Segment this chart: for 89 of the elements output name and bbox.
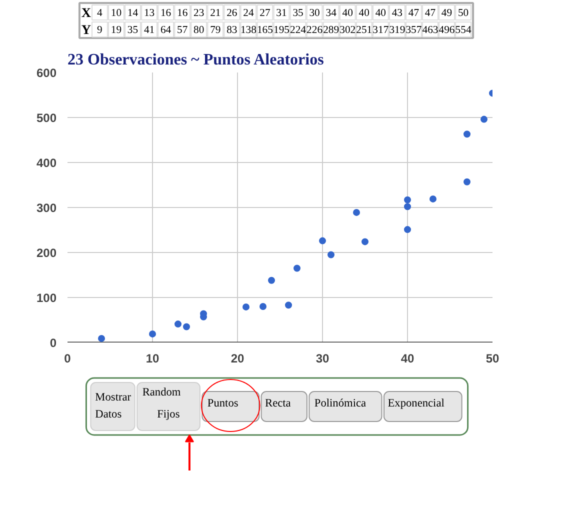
text: 554 [455,25,472,36]
x-tick-label: 30 [316,352,330,366]
text: 357 [406,25,422,36]
text: 57 [177,25,188,36]
point [98,334,105,342]
text: 49 [441,8,452,19]
y-tick-label: 200 [36,246,57,260]
x-tick-label: 40 [400,352,414,366]
text: 165 [256,25,273,36]
text: 23 [194,8,204,19]
y-tick-label: 400 [36,156,57,170]
text: 30 [309,8,320,19]
text: 26 [226,8,238,19]
text: 4 [97,8,104,19]
point [430,195,436,202]
text: 41 [144,25,155,36]
x-tick-label: 50 [486,352,500,366]
text: 24 [243,8,254,19]
text: 319 [389,25,406,36]
x-tick-label: 0 [64,352,72,366]
text: 64 [160,25,172,36]
point [328,251,334,258]
text: 138 [240,25,256,36]
point [464,178,470,186]
text: 226 [306,25,324,36]
y-tick-label: 0 [50,336,57,350]
text: 83 [226,25,238,36]
text: Polinómica [314,398,366,410]
text: 289 [323,25,340,36]
point [294,264,300,272]
point [174,320,182,328]
point [319,237,326,244]
text: 21 [210,8,221,19]
text: Puntos [207,398,238,410]
text: 40 [342,8,353,19]
text: 302 [340,25,356,36]
point [268,276,275,284]
point [362,238,368,246]
text: X [81,5,92,20]
point [260,303,266,310]
text: Mostrar Datos [95,392,132,420]
point [353,208,360,216]
text: 43 [392,8,403,19]
text: 40 [358,8,370,19]
y-tick-label: 600 [36,66,57,80]
y-tick-label: 300 [36,201,57,215]
point [149,330,156,338]
y-tick-label: 100 [36,291,57,305]
text: Random [142,386,181,398]
point [480,116,488,123]
y-tick-label: 500 [36,111,57,125]
text: 16 [160,8,172,19]
point [242,303,250,310]
text: Y [81,22,92,37]
text: 251 [356,25,372,36]
text: 47 [424,8,436,19]
text: Fijos [157,408,180,420]
text: 34 [326,8,338,19]
point [404,226,411,234]
text: 27 [260,8,271,19]
point [464,130,470,138]
text: 10 [110,8,122,19]
text: 47 [408,8,420,19]
point [285,302,292,309]
text: Recta [265,398,291,410]
text: 50 [458,8,469,19]
text: 14 [127,8,139,19]
text: 80 [194,25,204,36]
text: 9 [97,25,102,36]
text: 496 [438,25,456,36]
text: 13 [144,8,155,19]
x-tick-label: 20 [230,352,244,366]
point [404,196,411,204]
text: 40 [375,8,386,19]
text: 195 [274,25,290,36]
text: 35 [127,25,138,36]
chart-title: 23 Observaciones ~ Puntos Aleatorios [68,52,324,68]
text: 463 [422,25,438,36]
text: 224 [290,25,307,36]
text: 31 [276,8,287,19]
point [183,323,190,330]
text: 317 [372,25,390,36]
text: 16 [177,8,188,19]
text: 35 [292,8,304,19]
point [404,203,411,210]
text: 19 [110,25,122,36]
text: Exponencial [388,398,444,410]
x-tick-label: 10 [146,352,160,366]
text: 79 [210,25,221,36]
